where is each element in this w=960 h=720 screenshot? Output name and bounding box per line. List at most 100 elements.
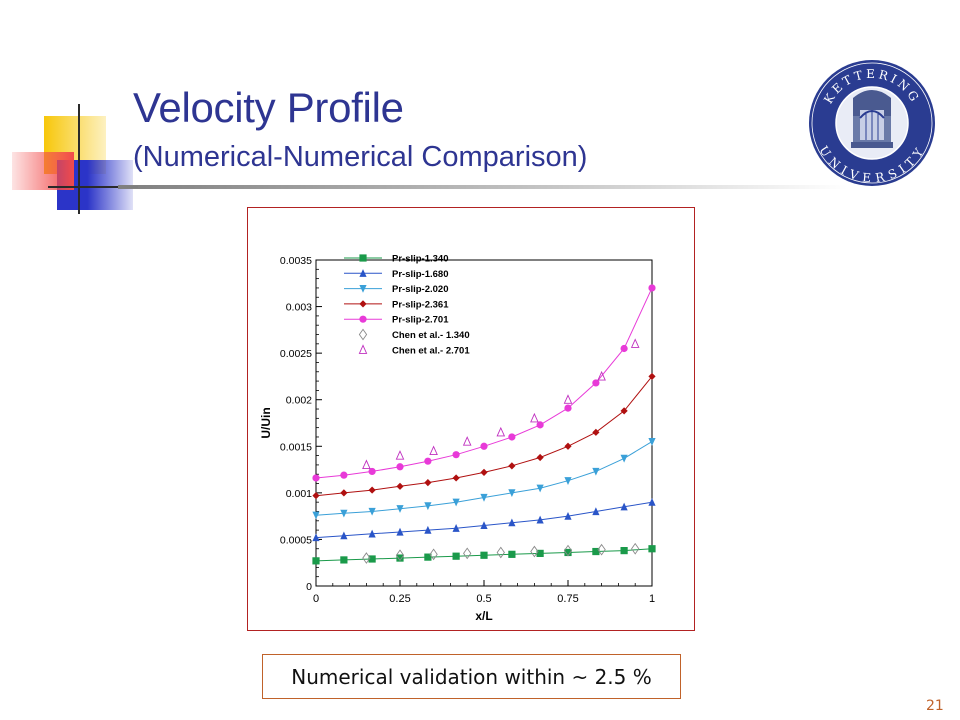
data-point <box>592 428 600 436</box>
data-point <box>396 463 404 471</box>
data-point <box>429 548 438 561</box>
data-point <box>312 511 320 520</box>
data-point <box>508 462 516 470</box>
data-point <box>648 497 656 506</box>
red-block <box>12 152 74 190</box>
series-line <box>315 441 653 516</box>
data-point <box>452 552 460 560</box>
data-point <box>463 547 472 560</box>
data-point <box>597 370 606 381</box>
data-point <box>312 557 320 565</box>
data-point <box>480 493 488 502</box>
data-point <box>530 545 539 558</box>
data-point <box>452 524 460 532</box>
x-tick-label: 1 <box>649 593 655 605</box>
data-point <box>395 549 405 562</box>
data-point <box>396 482 404 490</box>
slide-title: Velocity Profile <box>133 84 404 131</box>
title-divider <box>118 185 848 189</box>
series-line <box>315 376 653 497</box>
data-point <box>368 507 376 516</box>
data-point <box>396 527 404 536</box>
data-point <box>396 505 404 513</box>
legend-label: Pr-slip-2.701 <box>392 315 449 326</box>
velocity-profile-chart: 0 0.25 0.5 0.75 1 0 0.0005 0.001 0.0015 0.002 0.00… <box>259 254 656 623</box>
x-tick-label: 0.75 <box>557 593 578 605</box>
data-point <box>480 551 488 559</box>
data-point <box>564 442 572 450</box>
data-point <box>620 547 628 555</box>
data-point <box>563 394 573 404</box>
data-point <box>340 556 348 564</box>
legend-label: Chen et al.- 1.340 <box>392 330 470 341</box>
data-point <box>592 379 600 387</box>
series-0 <box>312 545 656 565</box>
data-point <box>480 521 488 530</box>
x-tick-label: 0 <box>313 593 319 605</box>
data-point <box>362 552 371 564</box>
data-point <box>452 474 460 482</box>
data-point <box>620 407 628 415</box>
legend-marker <box>359 254 367 262</box>
legend: Pr-slip-1.340 Pr-slip-1.680 Pr-slip-2.020 P… <box>344 254 470 356</box>
legend-label: Pr-slip-2.020 <box>392 284 449 295</box>
data-point <box>508 550 516 558</box>
data-point <box>312 533 320 542</box>
series-5 <box>362 542 640 564</box>
series-line <box>315 501 653 539</box>
y-tick-label: 0 <box>306 581 312 593</box>
data-point <box>424 502 432 511</box>
data-point <box>508 518 516 527</box>
legend-marker <box>359 315 367 323</box>
y-tick-label: 0.0015 <box>280 441 312 453</box>
data-point <box>340 489 348 497</box>
legend-marker <box>359 269 367 277</box>
data-point <box>452 451 460 459</box>
data-point <box>564 511 572 520</box>
data-point <box>424 457 432 465</box>
university-seal-logo: KETTERING UNIVERSITY <box>809 60 935 186</box>
legend-marker <box>359 285 367 293</box>
legend-label: Chen et al.- 2.701 <box>392 345 470 356</box>
legend-marker <box>358 344 368 354</box>
x-tick-label: 0.5 <box>476 593 491 605</box>
data-point <box>368 486 376 494</box>
y-tick-label: 0.001 <box>286 488 312 500</box>
data-point <box>312 474 320 482</box>
legend-label: Pr-slip-1.340 <box>392 254 449 265</box>
data-point <box>536 549 544 557</box>
data-point <box>480 442 488 450</box>
series-6 <box>362 338 640 469</box>
data-point <box>368 529 376 538</box>
data-point <box>452 498 460 507</box>
series-2 <box>312 438 656 520</box>
data-point <box>429 445 438 455</box>
data-point <box>592 467 600 476</box>
x-axis-label: x/L <box>475 609 492 623</box>
legend-label: Pr-slip-1.680 <box>392 269 449 280</box>
data-point <box>480 468 488 476</box>
caption-box: Numerical validation within ~ 2.5 % <box>262 654 681 699</box>
data-point <box>312 492 320 500</box>
data-point <box>597 543 606 556</box>
vertical-line <box>78 104 80 214</box>
data-point <box>530 412 539 423</box>
data-point <box>620 502 628 511</box>
data-point <box>424 479 432 487</box>
data-point <box>536 453 544 462</box>
data-point <box>368 467 376 476</box>
y-tick-label: 0.003 <box>286 302 312 314</box>
data-point <box>563 544 573 557</box>
data-point <box>508 489 516 498</box>
data-point <box>462 436 472 446</box>
legend-marker <box>359 300 367 308</box>
data-point <box>592 547 600 556</box>
slide-subtitle: (Numerical-Numerical Comparison) <box>133 141 588 173</box>
data-point <box>620 344 628 353</box>
x-tick-label: 0.25 <box>389 593 410 605</box>
data-point <box>362 459 371 469</box>
caption-text: Numerical validation within ~ 2.5 % <box>291 664 652 689</box>
data-point <box>424 525 432 534</box>
data-point <box>536 421 544 429</box>
data-point <box>340 509 348 518</box>
